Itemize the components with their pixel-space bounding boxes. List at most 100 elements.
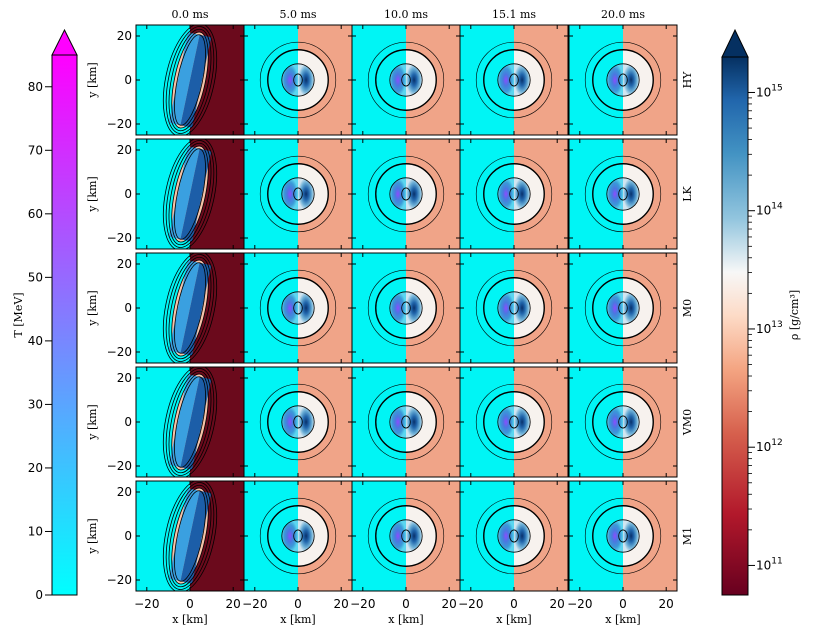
density-core <box>514 519 531 553</box>
temperature-core <box>281 63 298 97</box>
x-axis-label: x [km] <box>496 613 531 626</box>
y-tick-label: 20 <box>117 485 132 499</box>
x-axis-label: x [km] <box>388 613 423 626</box>
density-core <box>406 63 423 97</box>
panel-lk-3 <box>459 138 569 250</box>
density-core <box>298 519 315 553</box>
density-core <box>623 405 640 439</box>
outer-contour <box>259 41 337 119</box>
density-contour <box>168 28 212 132</box>
panel-lk-2 <box>351 138 461 250</box>
temperature-tick-label: 50 <box>28 270 43 284</box>
y-tick-label: 0 <box>124 529 132 543</box>
panel-vm0-4 <box>568 366 678 478</box>
density-tick-label: 1011 <box>756 556 783 572</box>
panel-m1-1: −20 0 20 x [km] <box>242 480 353 626</box>
column-titles: 0.0 ms 5.0 ms 10.0 ms 15.1 ms 20.0 ms <box>171 8 645 21</box>
star-temperature <box>168 488 200 582</box>
temperature-colorbar: 0 10 20 30 40 50 60 70 80 T [MeV] <box>12 28 78 602</box>
y-tick-label: 20 <box>117 257 132 271</box>
row-label-hy: HY <box>681 71 694 89</box>
row-label-m0: M0 <box>681 299 694 317</box>
temperature-colorbar-arrow <box>51 28 78 56</box>
density-core <box>406 519 423 553</box>
y-tick-label: 20 <box>117 143 132 157</box>
thick-contour <box>592 163 654 225</box>
outer-contour <box>367 269 445 347</box>
thick-contour <box>483 277 545 339</box>
density-tick-label: 1014 <box>756 202 783 218</box>
outer-contour <box>475 497 553 575</box>
mid-contour <box>606 291 640 325</box>
mid-contour <box>606 63 640 97</box>
row-label-vm0: VM0 <box>681 409 694 436</box>
density-core <box>514 63 531 97</box>
density-core <box>514 177 531 211</box>
temperature-tick-label: 40 <box>28 334 43 348</box>
y-tick-label: 0 <box>124 187 132 201</box>
panel-m1-4: −20 0 20 x [km] <box>567 480 678 626</box>
mid-contour <box>281 405 315 439</box>
density-contour <box>165 368 215 476</box>
thick-contour <box>483 163 545 225</box>
thick-contour <box>375 391 437 453</box>
density-colorbar-body <box>721 56 749 596</box>
mid-contour <box>281 63 315 97</box>
mid-contour <box>281 519 315 553</box>
temperature-core <box>497 405 514 439</box>
density-contour <box>168 370 212 474</box>
panel-vm0-1 <box>243 366 353 478</box>
density-tick-label: 1013 <box>756 320 783 336</box>
star-density <box>180 262 212 356</box>
outer-contour <box>475 383 553 461</box>
temperature-core <box>606 63 623 97</box>
inner-contour <box>509 73 519 87</box>
density-contour <box>162 139 218 249</box>
panel-vm0-0: 20 0 −20 y [km] <box>86 366 245 478</box>
panel-hy-0: 20 0 −20 y [km] <box>86 24 245 136</box>
y-axis-label: y [km] <box>86 290 99 326</box>
panel-hy-3 <box>459 24 569 136</box>
outer-contour <box>584 155 662 233</box>
inner-contour <box>618 187 628 201</box>
y-tick-label: −20 <box>107 459 132 473</box>
star-density <box>180 148 212 242</box>
row-label-m1: M1 <box>681 527 694 545</box>
mid-contour <box>497 291 531 325</box>
thick-contour <box>592 505 654 567</box>
density-contour <box>174 262 206 354</box>
x-tick-label: −20 <box>350 597 375 611</box>
mid-contour <box>281 291 315 325</box>
column-title: 20.0 ms <box>601 8 645 21</box>
inner-contour <box>293 529 303 543</box>
row-label-lk: LK <box>681 185 694 201</box>
mid-contour <box>281 177 315 211</box>
mid-contour <box>606 405 640 439</box>
thick-contour <box>267 505 329 567</box>
density-contour <box>165 254 215 362</box>
x-axis-label: x [km] <box>605 613 640 626</box>
outer-contour <box>367 155 445 233</box>
outer-contour <box>584 41 662 119</box>
temperature-core <box>389 63 406 97</box>
density-contour <box>174 148 206 240</box>
outer-contour <box>475 41 553 119</box>
temperature-core <box>606 405 623 439</box>
mid-contour <box>606 519 640 553</box>
density-contour <box>171 31 209 129</box>
density-colorbar-label: ρ [g/cm³] <box>788 290 801 340</box>
y-tick-label: 0 <box>124 415 132 429</box>
x-tick-label: −20 <box>134 597 159 611</box>
temperature-core <box>389 177 406 211</box>
panel-vm0-2 <box>351 366 461 478</box>
thick-contour <box>267 163 329 225</box>
column-title: 10.0 ms <box>384 8 428 21</box>
outer-contour <box>259 497 337 575</box>
star-temperature <box>168 374 200 468</box>
panel-lk-4 <box>568 138 678 250</box>
inner-contour <box>401 301 411 315</box>
temperature-tick-label: 80 <box>28 80 43 94</box>
density-colorbar-arrow <box>721 28 749 58</box>
density-contour <box>165 140 215 248</box>
outer-contour <box>584 383 662 461</box>
